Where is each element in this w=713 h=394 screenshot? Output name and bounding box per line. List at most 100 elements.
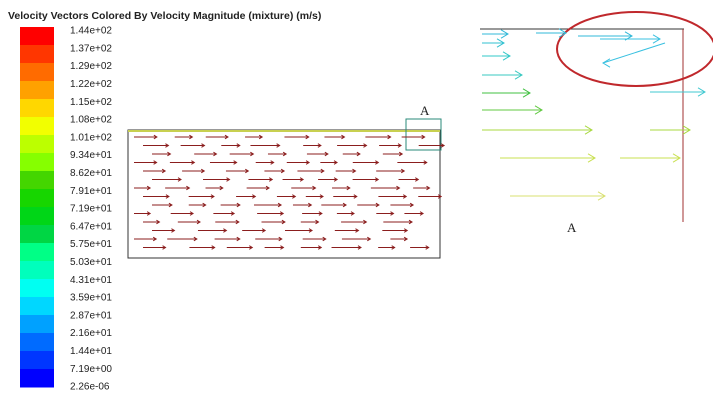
color-swatch bbox=[20, 81, 54, 100]
vector-head bbox=[514, 70, 523, 80]
vector-head bbox=[402, 194, 408, 199]
vector-head bbox=[168, 202, 173, 208]
color-swatch bbox=[20, 225, 54, 244]
colorbar-label: 2.87e+01 bbox=[70, 310, 112, 321]
colorbar-label: 7.91e+01 bbox=[70, 186, 112, 197]
colorbar-label: 2.16e+01 bbox=[70, 328, 112, 339]
vector-head bbox=[280, 168, 286, 174]
colorbar-label: 1.44e+01 bbox=[70, 346, 112, 357]
vector-head bbox=[320, 168, 325, 174]
vector-head bbox=[165, 194, 170, 199]
vector-head bbox=[156, 219, 161, 225]
vector-head bbox=[265, 185, 270, 191]
vector-head bbox=[223, 228, 228, 233]
vector-head bbox=[153, 134, 158, 140]
vector-head bbox=[421, 134, 426, 140]
domain-label: A bbox=[420, 103, 430, 118]
vector-head bbox=[409, 202, 415, 208]
vector-head bbox=[189, 134, 194, 140]
colorbar-label: 1.37e+02 bbox=[70, 43, 112, 54]
vector-head bbox=[308, 202, 313, 208]
zoom-view: A bbox=[480, 11, 713, 235]
vector-head bbox=[682, 125, 691, 135]
color-swatch bbox=[20, 333, 54, 352]
vector-head bbox=[672, 153, 681, 163]
colorbar-label: 7.19e+00 bbox=[70, 364, 112, 375]
vector-head bbox=[587, 153, 596, 163]
vector-head bbox=[502, 51, 511, 61]
vector-head bbox=[350, 211, 355, 216]
vector-head bbox=[202, 202, 207, 208]
colorbar: 1.44e+02 1.37e+02 1.29e+02 1.22e+02 1.15e+02… bbox=[20, 26, 112, 393]
color-swatch bbox=[20, 279, 54, 298]
colorbar-label: 5.03e+01 bbox=[70, 257, 112, 268]
vector-head bbox=[319, 194, 324, 199]
vector-head bbox=[219, 185, 224, 191]
vector-head bbox=[423, 160, 428, 165]
vector-head bbox=[279, 211, 285, 216]
vector-head bbox=[408, 219, 413, 225]
vector-head bbox=[236, 236, 241, 242]
vector-head bbox=[200, 168, 206, 174]
vector-head bbox=[391, 245, 396, 250]
color-swatch bbox=[20, 189, 54, 208]
zoom-box bbox=[405, 118, 442, 151]
colorbar-label: 1.08e+02 bbox=[70, 115, 112, 126]
color-swatch bbox=[20, 297, 54, 316]
vector-head bbox=[403, 228, 409, 233]
vector-head bbox=[186, 185, 191, 191]
vector-head bbox=[177, 177, 182, 182]
highlight-ellipse bbox=[556, 11, 713, 87]
vector-head bbox=[261, 228, 267, 233]
colorbar-label: 1.22e+02 bbox=[70, 79, 112, 90]
color-swatch bbox=[20, 261, 54, 280]
vector-head bbox=[357, 245, 362, 250]
vector-head bbox=[396, 185, 401, 191]
vector-head bbox=[226, 177, 231, 182]
vector-head bbox=[235, 219, 240, 225]
vector-head bbox=[191, 160, 196, 165]
color-swatch bbox=[20, 351, 54, 370]
vector-head bbox=[196, 219, 201, 225]
vector-head bbox=[312, 185, 317, 191]
vector-head bbox=[363, 143, 368, 148]
color-swatch bbox=[20, 63, 54, 82]
vector-head bbox=[278, 236, 283, 242]
vector-head bbox=[165, 143, 170, 148]
vector-head bbox=[342, 202, 348, 208]
vector-head bbox=[308, 228, 313, 233]
vector-head bbox=[270, 160, 275, 165]
colorbar-label: 7.19e+01 bbox=[70, 204, 112, 215]
vector-head bbox=[162, 245, 167, 250]
vector-head bbox=[318, 211, 323, 216]
colorbar-label: 2.26e-06 bbox=[70, 382, 110, 393]
colorbar-label: 1.29e+02 bbox=[70, 61, 112, 72]
vector-head bbox=[353, 194, 358, 199]
vector-head bbox=[249, 245, 254, 250]
vector-head bbox=[355, 228, 360, 233]
vector-head bbox=[652, 34, 661, 44]
colorbar-label: 5.75e+01 bbox=[70, 239, 112, 250]
vector-head bbox=[522, 88, 531, 98]
vector-head bbox=[268, 177, 274, 182]
vector-head bbox=[153, 160, 158, 165]
vector-head bbox=[171, 228, 176, 233]
vector bbox=[602, 42, 666, 64]
color-swatch bbox=[20, 27, 54, 46]
vector-head bbox=[189, 211, 194, 216]
vector-head bbox=[558, 28, 567, 38]
vector-head bbox=[299, 177, 305, 182]
color-swatch bbox=[20, 315, 54, 334]
vector-head bbox=[602, 58, 611, 68]
vector-head bbox=[276, 143, 281, 148]
vector-head bbox=[230, 211, 236, 216]
vector-head bbox=[367, 236, 372, 242]
colorbar-label: 9.34e+01 bbox=[70, 150, 112, 161]
vector-head bbox=[346, 185, 351, 191]
color-swatch bbox=[20, 135, 54, 154]
colorbar-label: 1.01e+02 bbox=[70, 132, 112, 143]
color-swatch bbox=[20, 99, 54, 118]
color-swatch bbox=[20, 171, 54, 190]
vector-head bbox=[333, 160, 338, 165]
colorbar-label: 3.59e+01 bbox=[70, 293, 112, 304]
